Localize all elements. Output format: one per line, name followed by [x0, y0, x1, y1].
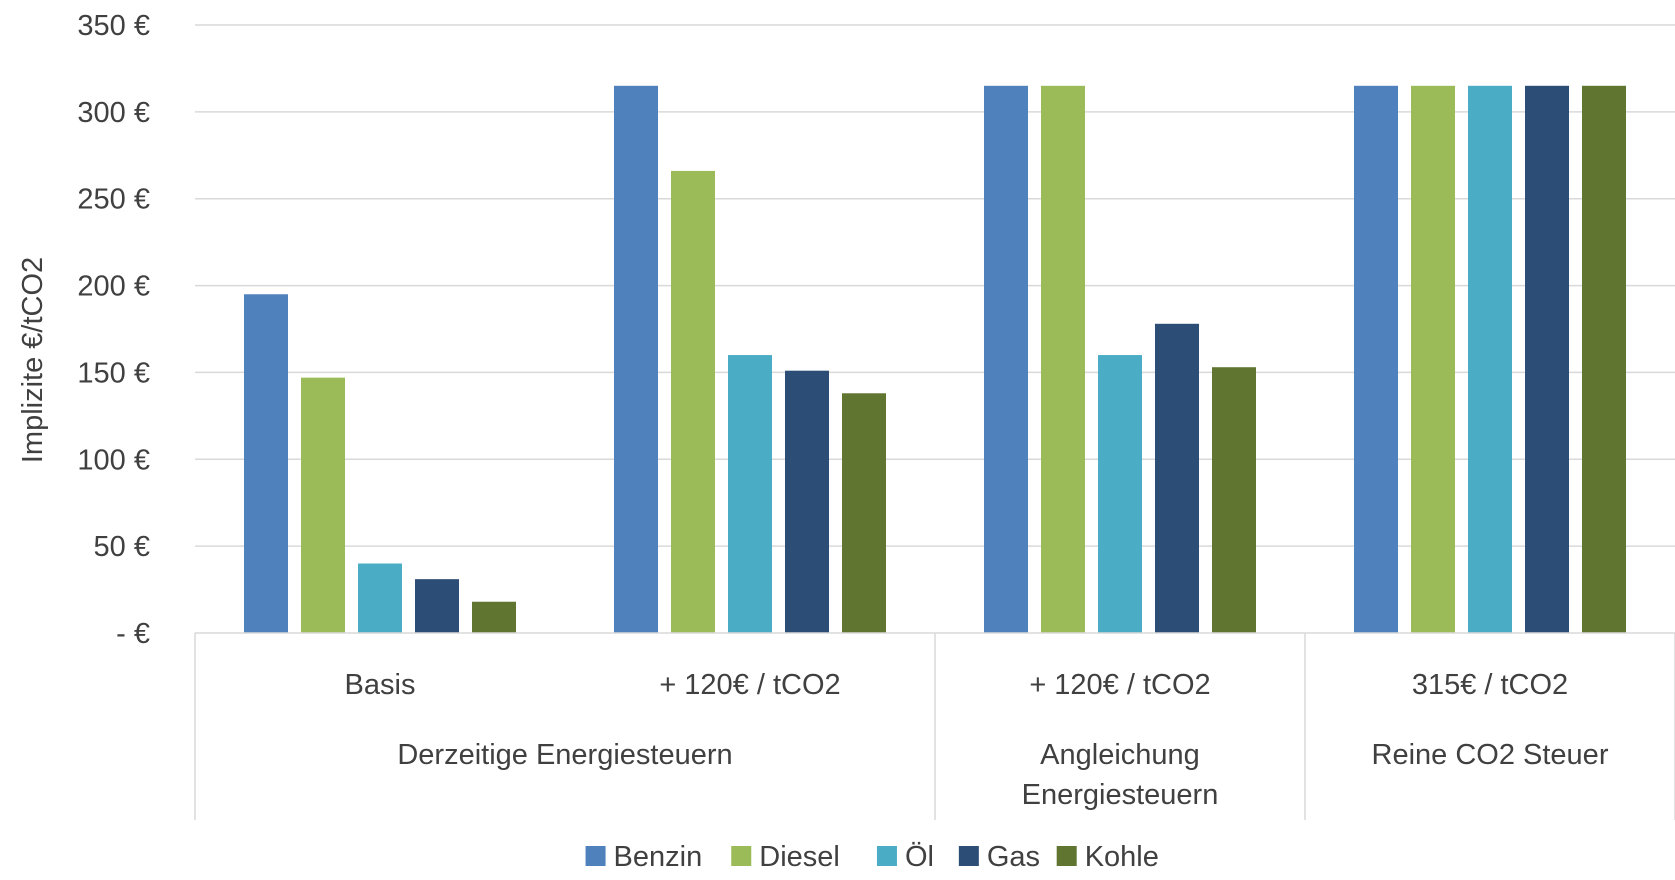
y-axis-label: Implizite €/tCO2	[17, 257, 49, 463]
legend-label: Öl	[905, 841, 934, 873]
legend-swatch-gas	[958, 846, 979, 866]
bars	[244, 85, 1626, 634]
bar-diesel	[671, 170, 715, 634]
bar-benzin	[984, 85, 1028, 634]
bar-öl	[1468, 85, 1512, 634]
bar-diesel	[301, 377, 345, 633]
x-axis-group-labels: Derzeitige Energiesteuern Angleichung Ener…	[397, 739, 1608, 811]
gridlines	[195, 24, 1675, 547]
bar-gas	[1525, 85, 1569, 634]
bar-gas	[415, 579, 459, 633]
legend-label: Diesel	[759, 841, 840, 873]
group-label: Angleichung	[1040, 739, 1200, 771]
bar-kohle	[472, 601, 516, 633]
x-tick-label: 315€ / tCO2	[1412, 669, 1568, 701]
bar-gas	[785, 370, 829, 633]
legend-swatch-benzin	[585, 846, 606, 866]
legend: Benzin Diesel Öl Gas Kohle	[585, 841, 1159, 873]
group-label: Reine CO2 Steuer	[1372, 739, 1609, 771]
legend-label: Kohle	[1085, 841, 1159, 873]
y-tick-label: 100 €	[77, 444, 150, 476]
bar-benzin	[244, 294, 288, 633]
group-label: Derzeitige Energiesteuern	[397, 739, 732, 771]
axes	[194, 632, 1675, 820]
bar-benzin	[1354, 85, 1398, 634]
bar-gas	[1155, 323, 1199, 633]
legend-label: Gas	[987, 841, 1040, 873]
bar-kohle	[842, 393, 886, 633]
bar-kohle	[1212, 367, 1256, 633]
legend-swatch-kohle	[1056, 846, 1077, 866]
legend-swatch-diesel	[731, 846, 752, 866]
y-tick-label: 250 €	[77, 184, 150, 216]
x-tick-label: + 120€ / tCO2	[659, 669, 840, 701]
group-label: Energiesteuern	[1022, 779, 1219, 811]
legend-label: Benzin	[614, 841, 703, 873]
y-tick-label: 50 €	[94, 531, 150, 563]
y-tick-label: - €	[116, 618, 150, 650]
y-tick-label: 150 €	[77, 357, 150, 389]
y-tick-label: 200 €	[77, 271, 150, 303]
bar-öl	[358, 563, 402, 633]
x-tick-label: Basis	[345, 669, 416, 701]
bar-öl	[728, 355, 772, 633]
bar-diesel	[1411, 85, 1455, 634]
bar-kohle	[1582, 85, 1626, 634]
bar-diesel	[1041, 85, 1085, 634]
x-tick-label: + 120€ / tCO2	[1029, 669, 1210, 701]
legend-swatch-öl	[876, 846, 897, 866]
bar-benzin	[614, 85, 658, 634]
x-axis-category-labels: Basis + 120€ / tCO2 + 120€ / tCO2 315€ / tC…	[345, 669, 1569, 701]
y-tick-label: 350 €	[77, 10, 150, 42]
y-axis-tick-labels: - € 50 € 100 € 150 € 200 € 250 € 300 € 350 €	[77, 10, 150, 650]
y-tick-label: 300 €	[77, 97, 150, 129]
bar-öl	[1098, 355, 1142, 633]
